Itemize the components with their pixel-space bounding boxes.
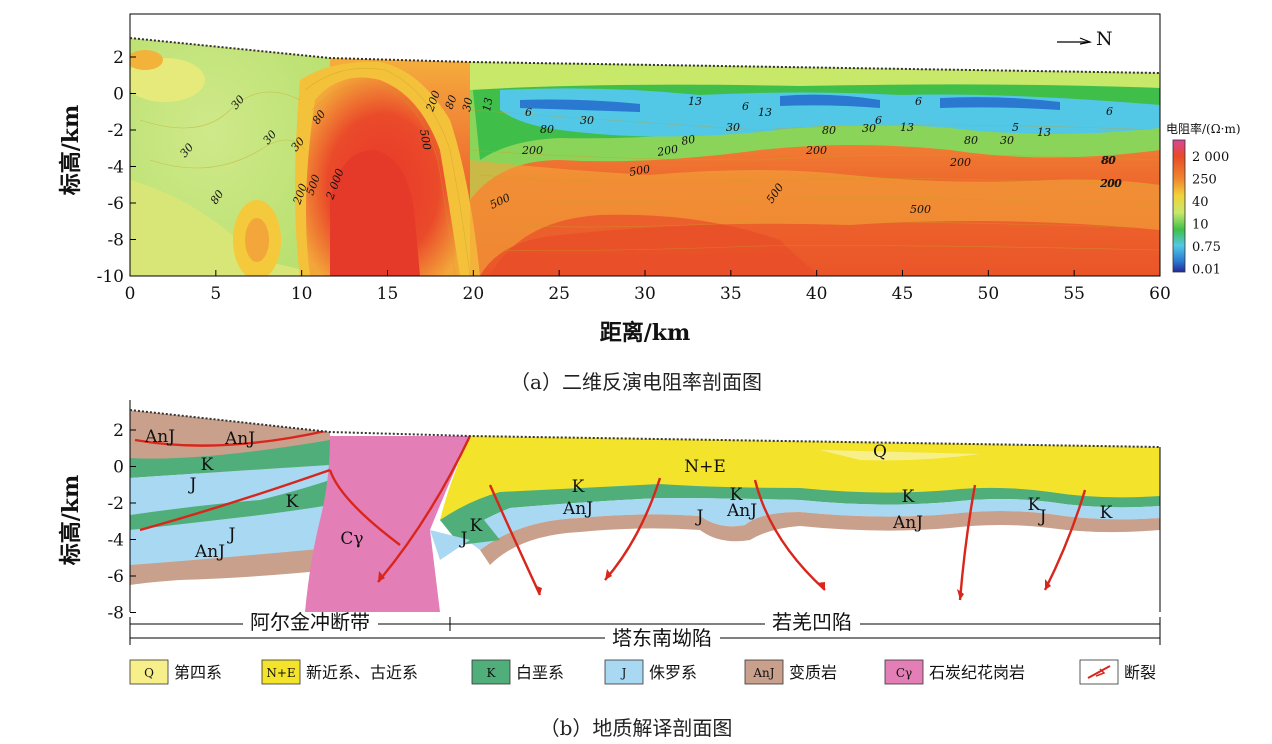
axis-ticks-b — [130, 429, 136, 613]
legend-swatches — [129, 659, 1119, 685]
colorbar — [1172, 139, 1186, 273]
geology-section — [130, 410, 1160, 612]
caption-b: （b）地质解译剖面图 — [539, 716, 733, 740]
axis-ticks-a — [129, 56, 1161, 277]
north-arrow — [1057, 37, 1093, 45]
resistivity-section — [130, 38, 1160, 276]
caption-a: （a）二维反演电阻率剖面图 — [510, 370, 762, 394]
zone-brackets — [129, 617, 1161, 645]
topography-line-b — [129, 409, 1161, 448]
topography-line-a — [129, 37, 1161, 74]
